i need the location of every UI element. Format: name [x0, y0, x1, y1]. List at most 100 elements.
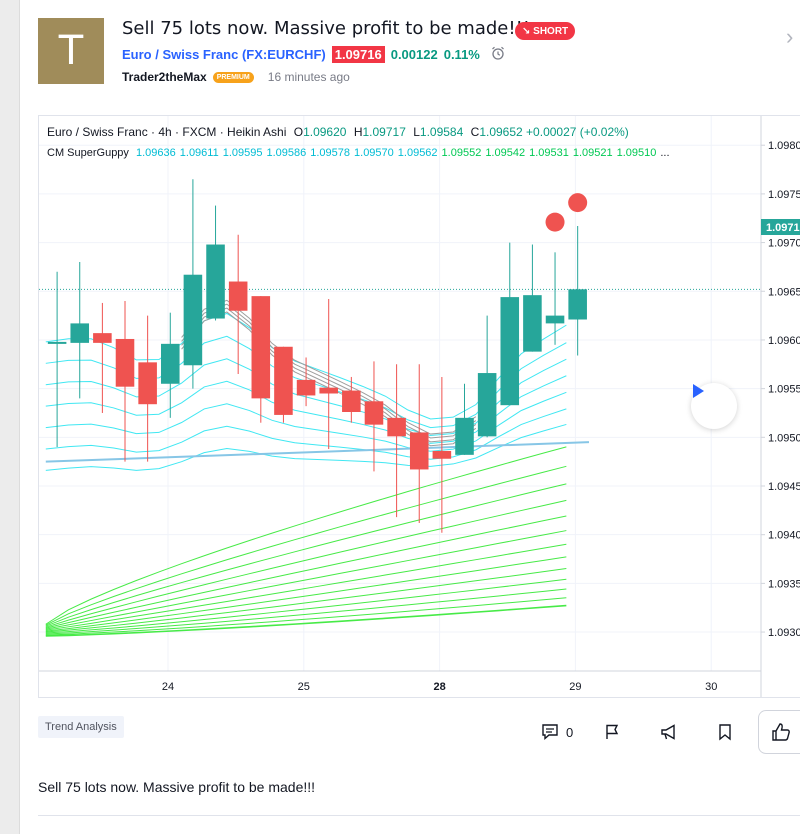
left-scrollbar-strip — [0, 0, 20, 834]
candle-body — [115, 338, 135, 387]
chart-svg[interactable]: 1.09800 1.09750 1.09700 1.09650 1.09600 1.095… — [39, 116, 800, 698]
indicator-name: CM SuperGuppy — [47, 147, 129, 159]
avatar-letter: T — [58, 28, 84, 74]
author-name[interactable]: Trader2theMax — [122, 70, 207, 84]
y-tick-label: 1.09650 — [768, 286, 800, 298]
bookmark-icon — [719, 724, 731, 741]
comments-count: 0 — [566, 724, 574, 740]
guppy-slow-line — [45, 578, 567, 634]
time-ago: 16 minutes ago — [267, 70, 350, 84]
indicator-value: 1.09611 — [179, 147, 219, 159]
ohlc-o-label: O — [293, 125, 304, 139]
indicator-value: 1.09586 — [266, 147, 307, 159]
y-tick-label: 1.09350 — [768, 578, 800, 590]
y-tick-label: 1.09400 — [768, 530, 800, 542]
indicator-value: ... — [660, 147, 670, 159]
divider — [38, 815, 800, 816]
ohlc-change: +0.00027 (+0.02%) — [526, 125, 629, 139]
guppy-slow-line — [45, 568, 567, 633]
x-tick-label: 30 — [705, 681, 717, 693]
indicator-value: 1.09521 — [572, 147, 613, 159]
play-button[interactable] — [691, 383, 737, 429]
y-tick-label: 1.09750 — [768, 189, 800, 201]
indicator-value: 1.09510 — [616, 147, 657, 159]
guppy-slow-line — [45, 515, 567, 629]
candle-body — [545, 315, 565, 324]
ohlc-o: 1.09620 — [303, 125, 347, 139]
alarm-clock-icon[interactable] — [490, 45, 506, 64]
symbol-link[interactable]: Euro / Swiss Franc (FX:EURCHF) — [122, 47, 326, 62]
guppy-slow-line — [45, 465, 567, 626]
signal-marker — [568, 193, 588, 213]
indicator-value: 1.09562 — [397, 147, 438, 159]
candle-body — [160, 343, 180, 384]
y-tick-label: 1.09800 — [768, 140, 800, 152]
indicator-value: 1.09570 — [354, 147, 394, 159]
chart-title: Euro / Swiss Franc · 4h · FXCM · Heikin … — [47, 125, 287, 139]
guppy-slow-line — [45, 530, 567, 630]
candle-body — [251, 296, 271, 399]
chart-container[interactable]: 1.09800 1.09750 1.09700 1.09650 1.09600 1.095… — [38, 115, 800, 698]
price-change-abs: 0.00122 — [390, 46, 438, 62]
action-bar: 0 — [540, 720, 733, 744]
candle-body — [568, 289, 587, 320]
guppy-fast-line — [45, 408, 567, 460]
candle-body — [477, 373, 497, 437]
short-badge: ↘ SHORT — [515, 22, 576, 40]
thumbs-up-icon — [772, 723, 790, 741]
indicator-value: 1.09542 — [485, 147, 526, 159]
comments-button[interactable]: 0 — [540, 723, 573, 741]
ohlc-l-label: L — [413, 125, 420, 139]
idea-description: Sell 75 lots now. Massive profit to be m… — [38, 779, 316, 795]
chart-legend-indicator: CM SuperGuppy 1.09636 1.09611 1.09595 1.095… — [47, 147, 670, 159]
megaphone-icon — [661, 724, 675, 740]
premium-badge: PREMIUM — [212, 71, 254, 83]
guppy-slow-line — [45, 446, 567, 625]
candle-body — [70, 323, 90, 343]
y-tick-label: 1.09550 — [768, 384, 800, 396]
x-tick-label: 25 — [298, 681, 310, 693]
candle-body — [432, 450, 452, 459]
guppy-slow-line — [45, 597, 567, 636]
guppy-slow-line — [45, 556, 567, 632]
flag-button[interactable] — [603, 723, 621, 741]
guppy-slow-line — [45, 588, 567, 635]
comment-icon — [542, 724, 558, 741]
candle-body — [296, 379, 316, 396]
candle-body — [93, 333, 112, 343]
ohlc-c-label: C — [470, 125, 480, 139]
bookmark-button[interactable] — [717, 723, 733, 741]
candle-body — [274, 346, 293, 415]
tag-trend-analysis[interactable]: Trend Analysis — [38, 716, 124, 738]
play-icon — [693, 384, 704, 398]
guppy-slow-line — [45, 483, 567, 627]
symbol-name[interactable]: Euro / Swiss Franc — [122, 46, 239, 62]
share-button[interactable] — [659, 723, 679, 741]
symbol-ticker[interactable]: (FX:EURCHF) — [241, 46, 326, 62]
indicator-value: 1.09636 — [136, 147, 176, 159]
candle-body — [138, 362, 157, 405]
candle-body — [319, 387, 338, 394]
author-avatar[interactable]: T — [38, 18, 104, 84]
candle-body — [206, 244, 225, 319]
candle-body — [183, 274, 203, 366]
ohlc-h: 1.09717 — [362, 125, 406, 139]
flag-icon — [606, 724, 619, 739]
candle-body — [523, 295, 542, 352]
signal-marker — [545, 212, 565, 232]
ohlc-h-label: H — [353, 125, 363, 139]
candle-body — [342, 390, 361, 412]
candle-body — [47, 341, 67, 344]
ohlc-l: 1.09584 — [419, 125, 464, 139]
x-tick-label: 29 — [569, 681, 581, 693]
price-change-pct: 0.11% — [443, 46, 480, 62]
y-tick-label: 1.09450 — [768, 481, 800, 493]
like-button[interactable] — [758, 710, 800, 754]
guppy-fast-line — [45, 391, 567, 452]
chevron-right-icon[interactable]: › — [786, 24, 794, 49]
author-row: Trader2theMax PREMIUM 16 minutes ago — [122, 68, 350, 86]
sma-line — [45, 441, 590, 463]
last-price: 1.09716 — [331, 45, 385, 63]
idea-title: Sell 75 lots now. Massive profit to be m… — [122, 18, 531, 39]
guppy-slow-line — [45, 499, 567, 628]
